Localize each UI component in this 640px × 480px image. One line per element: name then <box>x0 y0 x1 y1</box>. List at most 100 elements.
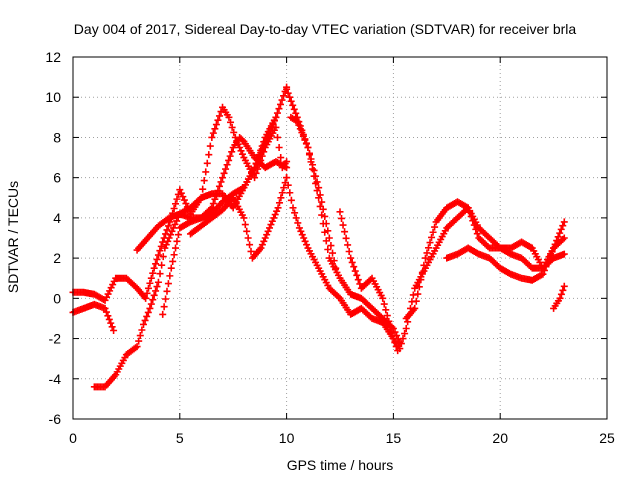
series-arc-m <box>550 282 568 312</box>
plot-frame <box>72 56 608 420</box>
data-point <box>301 237 309 245</box>
data-point <box>342 234 350 242</box>
data-point <box>312 172 320 180</box>
y-tick-label: 0 <box>53 290 61 306</box>
data-point <box>274 133 282 141</box>
data-point <box>164 222 172 230</box>
y-axis-title: SDTVAR / TECUs <box>5 181 21 293</box>
series-arc-i <box>283 85 340 272</box>
data-point <box>238 150 246 158</box>
data-point <box>412 297 420 305</box>
data-point <box>277 154 285 162</box>
data-point <box>174 231 182 239</box>
data-point <box>169 257 177 265</box>
data-point <box>341 228 349 236</box>
data-point <box>280 92 288 100</box>
data-point <box>162 295 170 303</box>
data-point <box>548 248 556 256</box>
data-point <box>143 289 151 297</box>
data-point <box>296 122 304 130</box>
data-point <box>556 229 564 237</box>
x-tick-label: 15 <box>386 430 402 446</box>
data-point <box>149 296 157 304</box>
data-point <box>157 242 165 250</box>
data-point <box>169 224 177 232</box>
data-point <box>292 109 300 117</box>
data-point <box>219 174 227 182</box>
data-point <box>238 185 246 193</box>
data-point <box>209 129 217 137</box>
data-point <box>336 208 344 216</box>
data-point <box>266 127 274 135</box>
data-point <box>143 312 151 320</box>
data-point <box>267 124 275 132</box>
data-point <box>540 266 548 274</box>
data-point <box>220 169 228 177</box>
data-point <box>289 101 297 109</box>
data-point <box>241 221 249 229</box>
data-point <box>263 134 271 142</box>
y-tick-label: 12 <box>45 49 61 65</box>
data-point <box>206 142 214 150</box>
x-tick-label: 20 <box>492 430 508 446</box>
data-point <box>261 137 269 145</box>
data-point <box>559 222 567 230</box>
data-point <box>228 148 236 156</box>
data-point <box>228 123 236 131</box>
data-point <box>382 306 390 314</box>
data-point <box>159 310 167 318</box>
data-point <box>386 323 394 331</box>
data-point <box>223 161 231 169</box>
data-point <box>274 204 282 212</box>
data-point <box>313 178 321 186</box>
data-point <box>101 304 109 312</box>
data-point <box>470 221 478 229</box>
data-point <box>426 239 434 247</box>
data-point <box>293 113 301 121</box>
data-point <box>330 257 338 265</box>
data-point <box>275 199 283 207</box>
data-point <box>138 326 146 334</box>
series-arc-g <box>283 174 402 355</box>
data-point <box>202 168 210 176</box>
data-point <box>385 317 393 325</box>
data-point <box>164 237 172 245</box>
data-point <box>297 227 305 235</box>
data-point <box>277 194 285 202</box>
data-point <box>278 189 286 197</box>
data-point <box>401 330 409 338</box>
data-point <box>286 189 294 197</box>
data-point <box>136 332 144 340</box>
x-tick-label: 0 <box>69 430 77 446</box>
data-point <box>173 195 181 203</box>
data-point <box>225 156 233 164</box>
data-point <box>294 219 302 227</box>
data-point <box>108 323 116 331</box>
data-point <box>164 280 172 288</box>
data-point <box>211 195 219 203</box>
data-point <box>275 144 283 151</box>
data-point <box>177 189 185 197</box>
data-point <box>289 204 297 212</box>
data-point <box>268 217 276 225</box>
data-point <box>344 241 352 249</box>
data-point <box>152 287 160 295</box>
data-point <box>172 244 180 252</box>
data-point <box>553 237 561 245</box>
data-point <box>107 319 115 327</box>
data-point <box>273 207 281 215</box>
data-point <box>139 320 147 328</box>
data-point <box>104 290 112 298</box>
data-point <box>167 231 175 239</box>
data-point <box>310 166 318 174</box>
data-point <box>304 144 312 151</box>
data-point <box>215 112 223 120</box>
x-axis-title: GPS time / hours <box>287 457 394 473</box>
data-point <box>301 135 309 143</box>
data-point <box>527 243 535 251</box>
data-point <box>302 139 310 147</box>
data-point <box>551 240 559 248</box>
data-point <box>217 178 225 186</box>
data-point <box>292 214 300 222</box>
